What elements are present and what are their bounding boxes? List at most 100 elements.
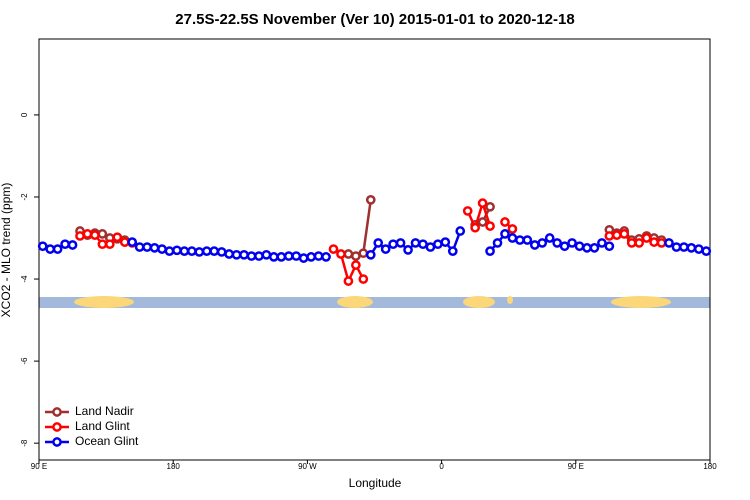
- y-tick-label: -8: [20, 439, 29, 447]
- data-point: [477, 217, 488, 227]
- data-point: [52, 244, 63, 254]
- data-point: [604, 241, 615, 252]
- data-point: [500, 217, 510, 227]
- data-point: [269, 252, 279, 262]
- land-patch: [337, 296, 373, 308]
- data-point: [90, 230, 100, 240]
- data-point: [216, 247, 227, 257]
- data-point: [567, 238, 577, 248]
- data-point: [425, 242, 436, 252]
- data-point: [626, 238, 637, 248]
- data-point: [164, 246, 175, 256]
- legend-marker: [52, 437, 62, 447]
- data-point: [358, 274, 369, 284]
- chart-title: 27.5S-22.5S November (Ver 10) 2015-01-01…: [175, 11, 574, 28]
- data-point: [254, 251, 264, 261]
- data-point: [447, 246, 458, 256]
- data-point: [507, 224, 518, 234]
- data-point: [276, 252, 287, 262]
- data-point: [500, 229, 510, 239]
- data-point: [343, 249, 354, 259]
- data-point: [97, 229, 108, 239]
- data-point: [336, 249, 346, 259]
- data-point: [604, 231, 615, 241]
- y-tick-label: -4: [20, 275, 29, 283]
- legend-marker: [52, 422, 62, 432]
- data-point: [395, 238, 406, 248]
- data-point: [127, 237, 138, 247]
- data-point: [559, 241, 570, 252]
- data-point: [82, 229, 93, 239]
- data-point: [365, 249, 376, 260]
- data-point: [679, 242, 689, 252]
- land-patch: [611, 296, 671, 308]
- y-tick-label: -6: [20, 357, 29, 365]
- data-point: [60, 239, 70, 250]
- legend-label: Ocean Glint: [75, 434, 139, 448]
- data-point: [619, 229, 630, 239]
- data-point: [313, 251, 324, 261]
- data-point: [351, 251, 361, 261]
- data-point: [358, 248, 369, 259]
- data-point: [172, 245, 182, 256]
- data-point: [291, 251, 302, 261]
- data-point: [686, 243, 697, 253]
- data-point: [179, 246, 190, 256]
- data-point: [574, 241, 585, 252]
- data-point: [157, 244, 167, 254]
- data-point: [485, 221, 495, 231]
- data-point: [149, 243, 160, 253]
- x-tick-label: 180: [703, 462, 717, 471]
- series-line: [348, 199, 373, 258]
- data-point: [701, 246, 712, 256]
- y-axis-label: XCO2 - MLO trend (ppm): [0, 183, 13, 318]
- data-point: [597, 238, 607, 248]
- ocean-strip: [39, 297, 710, 308]
- data-point: [67, 240, 78, 250]
- data-point: [37, 241, 48, 252]
- data-point: [388, 239, 398, 250]
- data-point: [641, 233, 652, 243]
- x-tick-label: 90 E: [568, 462, 584, 471]
- data-point: [328, 244, 339, 254]
- data-point: [224, 249, 234, 259]
- legend-marker: [52, 407, 62, 417]
- data-point: [664, 238, 674, 248]
- land-patch: [507, 296, 513, 304]
- data-point: [522, 235, 533, 245]
- data-point: [492, 238, 503, 248]
- data-point: [119, 237, 130, 247]
- land-patch: [463, 296, 495, 308]
- legend-label: Land Nadir: [75, 404, 134, 418]
- data-point: [380, 244, 391, 254]
- data-point: [134, 242, 145, 252]
- data-point: [306, 252, 316, 262]
- data-point: [671, 242, 682, 252]
- data-point: [693, 244, 704, 254]
- data-point: [403, 245, 413, 255]
- x-tick-label: 90 E: [31, 462, 47, 471]
- data-point: [321, 252, 331, 262]
- data-point: [142, 242, 152, 252]
- y-tick-label: -2: [20, 193, 29, 201]
- series-line: [466, 198, 492, 232]
- land-patch: [74, 296, 134, 308]
- x-tick-label: 180: [167, 462, 181, 471]
- x-tick-label: 90 W: [298, 462, 317, 471]
- data-point: [634, 238, 645, 248]
- data-point: [239, 249, 249, 260]
- data-point: [462, 206, 473, 216]
- data-point: [209, 246, 220, 256]
- data-point: [97, 239, 108, 250]
- data-point: [470, 222, 480, 233]
- data-point: [515, 235, 525, 245]
- data-point: [649, 237, 659, 247]
- data-point: [343, 276, 354, 286]
- data-point: [477, 198, 488, 208]
- y-tick-label: 0: [20, 112, 29, 117]
- data-point: [611, 230, 622, 240]
- data-point: [656, 238, 667, 248]
- data-point: [194, 247, 205, 257]
- data-point: [45, 244, 56, 254]
